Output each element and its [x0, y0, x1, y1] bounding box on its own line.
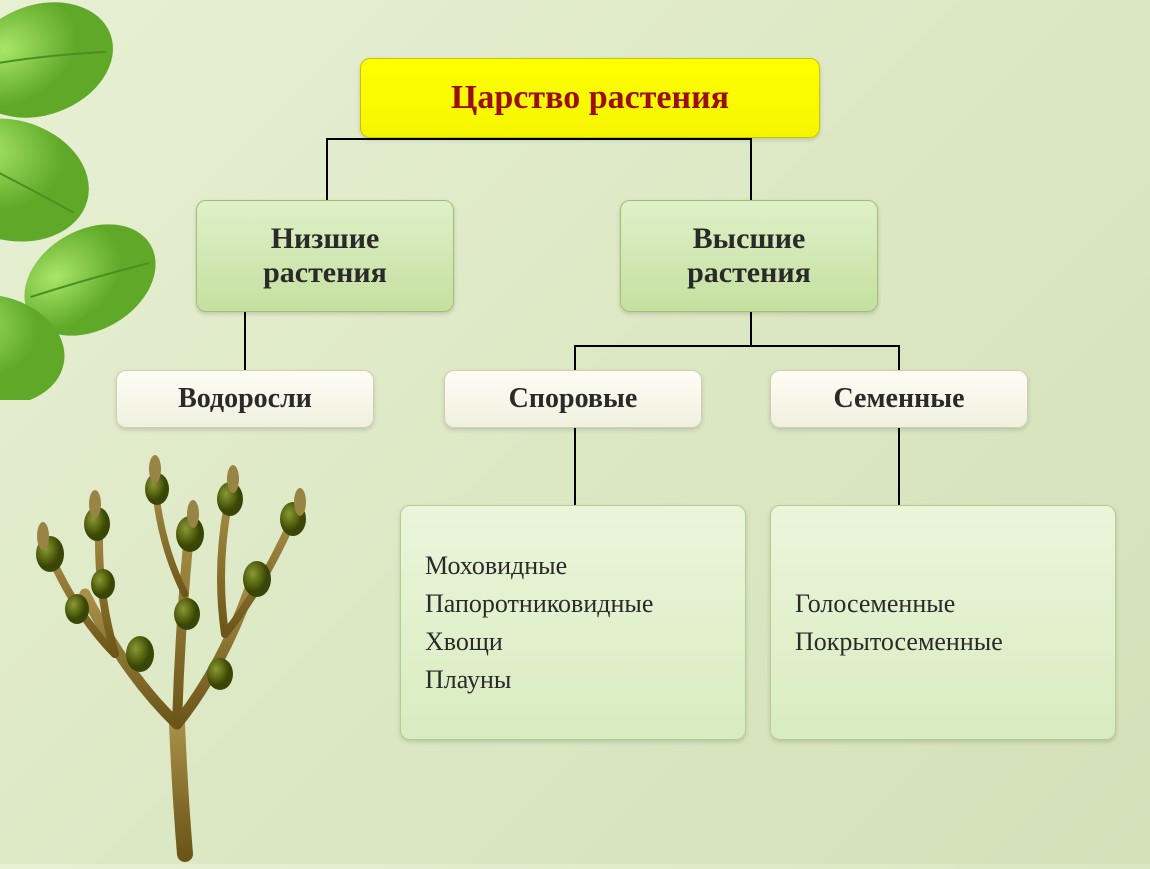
seed-item: Голосеменные	[795, 589, 955, 619]
connector-line	[898, 345, 900, 370]
connector-line	[574, 428, 576, 505]
lower-line2: растения	[263, 256, 387, 290]
algae-label: Водоросли	[178, 383, 312, 415]
connector-line	[898, 428, 900, 505]
algae-illustration	[0, 424, 380, 864]
node-spore-items: Моховидные Папоротниковидные Хвощи Плауны	[400, 505, 746, 740]
connector-line	[574, 345, 898, 347]
root-node-kingdom: Царство растения	[360, 58, 820, 138]
connector-line	[574, 345, 576, 370]
connector-line	[750, 138, 752, 200]
spore-item: Моховидные	[425, 551, 567, 581]
spore-item: Хвощи	[425, 627, 503, 657]
seed-item: Покрытосеменные	[795, 627, 1003, 657]
connector-line	[326, 138, 750, 140]
higher-line1: Высшие	[687, 222, 811, 256]
connector-line	[244, 312, 246, 370]
higher-line2: растения	[687, 256, 811, 290]
spore-label: Споровые	[509, 383, 638, 415]
node-spore: Споровые	[444, 370, 702, 428]
spore-item: Папоротниковидные	[425, 589, 653, 619]
connector-line	[750, 312, 752, 347]
lower-line1: Низшие	[263, 222, 387, 256]
root-label: Царство растения	[451, 79, 729, 117]
connector-line	[326, 138, 328, 200]
node-higher-plants: Высшие растения	[620, 200, 878, 312]
spore-item: Плауны	[425, 665, 511, 695]
node-lower-plants: Низшие растения	[196, 200, 454, 312]
node-seed: Семенные	[770, 370, 1028, 428]
seed-label: Семенные	[833, 383, 964, 415]
node-algae: Водоросли	[116, 370, 374, 428]
node-seed-items: Голосеменные Покрытосеменные	[770, 505, 1116, 740]
